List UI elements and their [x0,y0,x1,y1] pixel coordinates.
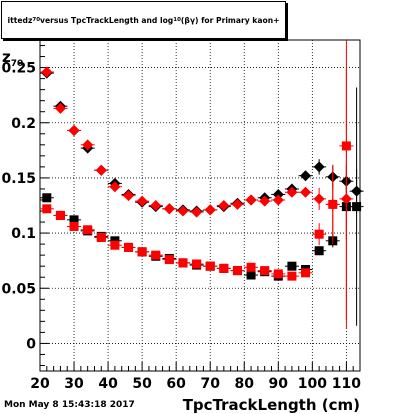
diamond-marker [259,195,271,207]
square-marker [137,247,147,257]
square-marker [260,266,270,276]
square-marker [96,232,106,242]
diamond-marker [313,161,325,173]
diamond-marker [272,188,284,200]
square-marker [314,246,324,256]
x-tick-label: 110 [332,376,361,392]
diamond-marker [82,139,94,151]
square-marker [42,193,52,203]
diamond-marker [54,102,66,114]
series-2 [39,66,354,330]
x-tick-label: 100 [298,376,327,392]
x-tick-label: 50 [132,376,152,392]
diamond-marker [191,206,203,218]
diamond-marker [300,186,312,198]
square-marker [42,204,52,214]
x-tick-label: 20 [30,376,50,392]
diamond-marker [95,164,107,176]
square-marker [314,229,324,239]
title-mid: versus TpcTrackLength and log [40,15,174,25]
diamond-marker [204,204,216,216]
y-tick-label: 0 [26,336,36,352]
square-marker [55,210,65,220]
y-tick-label: 0.15 [1,171,36,187]
x-tick-label: 80 [235,376,255,392]
square-marker [151,250,161,260]
square-marker [352,202,362,212]
x-axis-label: TpcTrackLength (cm) [182,396,360,414]
y-tick-label: 0.2 [11,116,36,132]
diamond-marker [218,200,230,211]
grid-lines [39,40,360,371]
y-tick-label: 0.05 [1,281,36,297]
diamond-marker [245,194,257,206]
x-tick-label: 60 [166,376,186,392]
series-1 [39,87,364,326]
series-3 [39,40,354,321]
title-suffix: (βγ) for Primary kaon+ [180,15,280,25]
square-marker [178,258,188,268]
square-marker [328,199,338,209]
square-marker [287,271,297,281]
diamond-marker [136,195,148,207]
y-tick-label: 0.1 [11,226,36,242]
square-marker [69,215,79,225]
square-marker [110,240,120,250]
data-marks [39,40,364,330]
diamond-marker [150,200,162,211]
title-symbol-subscript: 70 [32,17,41,23]
diamond-marker [41,66,53,78]
diamond-marker [231,198,243,210]
diamond-marker [313,193,325,205]
y-axis-label: z70 [2,48,23,69]
square-marker [124,242,134,252]
date-stamp: Mon May 8 15:43:18 2017 [4,400,135,410]
diamond-marker [177,205,189,217]
square-marker [246,270,256,280]
diamond-marker [300,170,312,182]
square-marker [232,266,242,276]
chart-title: itted z 70 versus TpcTrackLength and log 1… [1,1,286,39]
square-marker [219,263,229,273]
square-marker [83,225,93,235]
x-tick-label: 30 [64,376,84,392]
diamond-marker [286,186,298,198]
diamond-marker [123,190,135,202]
diamond-marker [272,194,284,206]
axes: 20 30 40 50 60 70 80 90 100 110 0 0.05 0.1 0.15 0.2 0.2… [1,39,361,392]
square-marker [341,141,351,151]
x-tick-label: 70 [200,376,220,392]
diamond-marker [163,203,175,215]
square-marker [287,261,297,271]
title-log-subscript: 10 [173,17,181,23]
diamond-marker [68,124,80,136]
y-tick-label: 0.25 [1,61,36,77]
x-tick-label: 90 [269,376,289,392]
square-marker [205,261,215,271]
x-tick-label: 40 [98,376,118,392]
square-marker [69,221,79,231]
title-prefix: itted [7,15,28,25]
square-marker [301,268,311,278]
diamond-marker [109,181,121,193]
title-symbol: z [27,15,33,25]
y-axis-label-subscript: 70 [10,59,24,69]
square-marker [192,259,202,269]
y-axis-label-symbol: z [2,48,11,66]
square-marker [164,255,174,265]
square-marker [273,269,283,279]
square-marker [246,262,256,272]
